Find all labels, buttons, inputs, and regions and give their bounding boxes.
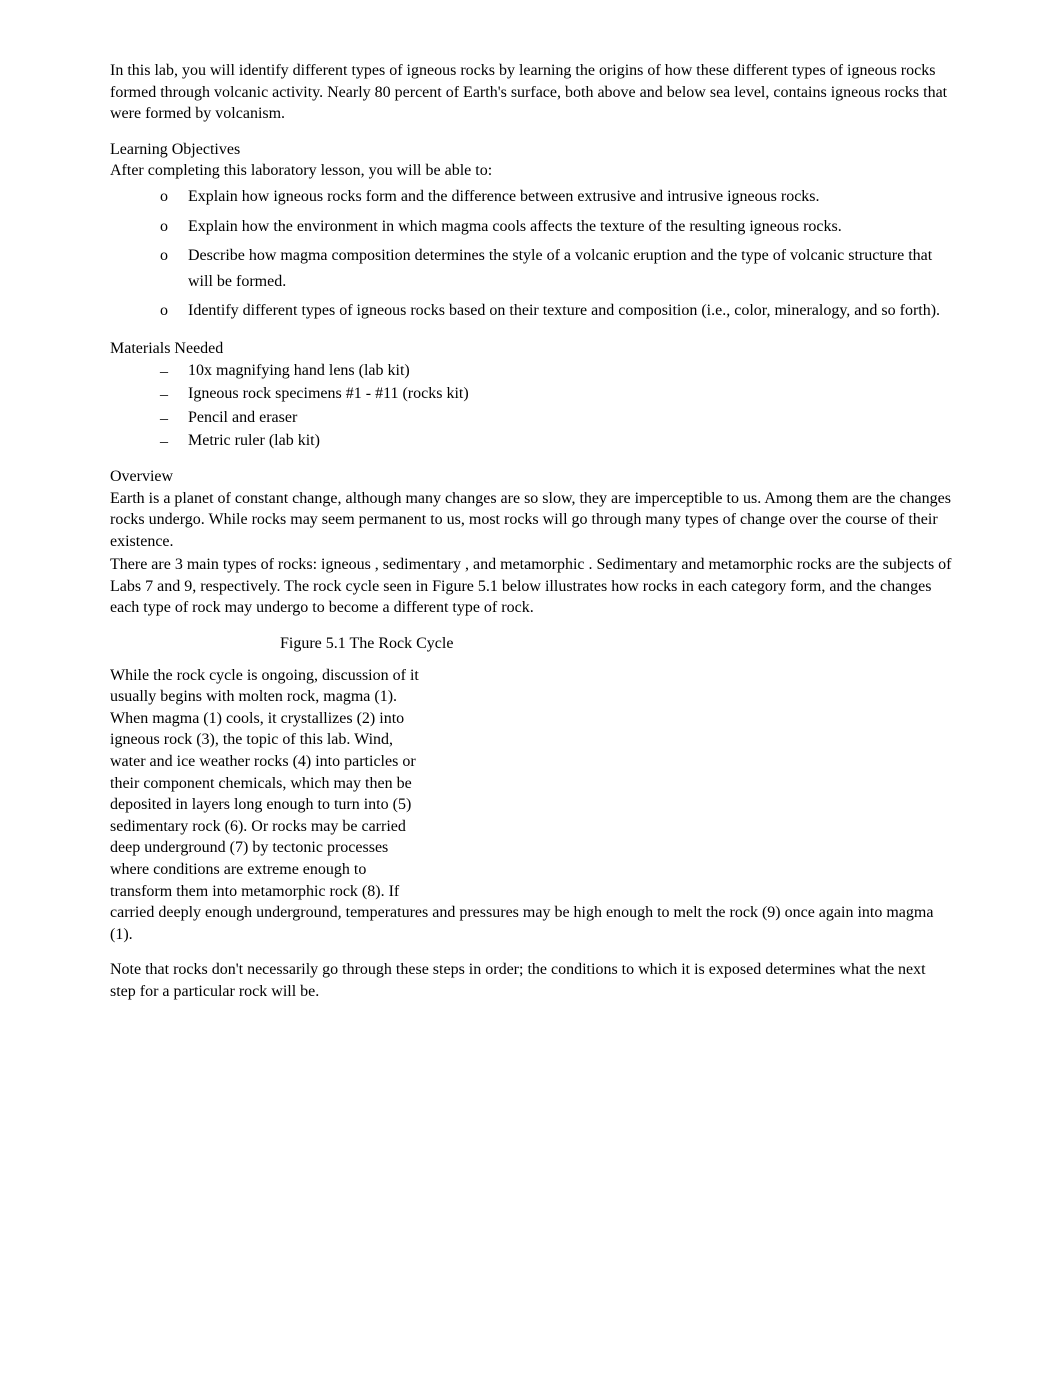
rock-cycle-line: where conditions are extreme enough to [110,859,510,881]
figure-caption: Figure 5.1 The Rock Cycle [280,633,952,655]
rock-cycle-line: their component chemicals, which may the… [110,773,510,795]
materials-item: 10x magnifying hand lens (lab kit) [160,360,952,382]
materials-list: 10x magnifying hand lens (lab kit) Igneo… [110,360,952,452]
overview-paragraph-1: Earth is a planet of constant change, al… [110,488,952,553]
rock-cycle-line: deposited in layers long enough to turn … [110,794,510,816]
rock-cycle-line: When magma (1) cools, it crystallizes (2… [110,708,510,730]
rock-cycle-line: sedimentary rock (6). Or rocks may be ca… [110,816,510,838]
learning-objective-item: Explain how igneous rocks form and the d… [160,184,952,210]
rock-cycle-paragraph-narrow: While the rock cycle is ongoing, discuss… [110,665,510,903]
materials-item: Pencil and eraser [160,407,952,429]
rock-cycle-line: water and ice weather rocks (4) into par… [110,751,510,773]
rock-cycle-paragraph-continuation: carried deeply enough underground, tempe… [110,902,952,945]
rock-cycle-line: transform them into metamorphic rock (8)… [110,881,510,903]
learning-objectives-lead: After completing this laboratory lesson,… [110,160,952,182]
rock-cycle-line: While the rock cycle is ongoing, discuss… [110,665,510,687]
materials-item: Metric ruler (lab kit) [160,430,952,452]
learning-objectives-heading: Learning Objectives [110,139,952,161]
learning-objectives-list: Explain how igneous rocks form and the d… [110,184,952,324]
rock-cycle-line: usually begins with molten rock, magma (… [110,686,510,708]
materials-heading: Materials Needed [110,338,952,360]
rock-cycle-line: igneous rock (3), the topic of this lab.… [110,729,510,751]
overview-paragraph-2: There are 3 main types of rocks: igneous… [110,554,952,619]
overview-heading: Overview [110,466,952,488]
intro-paragraph: In this lab, you will identify different… [110,60,952,125]
learning-objective-item: Describe how magma composition determine… [160,243,952,294]
learning-objective-item: Explain how the environment in which mag… [160,214,952,240]
learning-objective-item: Identify different types of igneous rock… [160,298,952,324]
rock-cycle-line: deep underground (7) by tectonic process… [110,837,510,859]
note-paragraph: Note that rocks don't necessarily go thr… [110,959,952,1002]
materials-item: Igneous rock specimens #1 - #11 (rocks k… [160,383,952,405]
